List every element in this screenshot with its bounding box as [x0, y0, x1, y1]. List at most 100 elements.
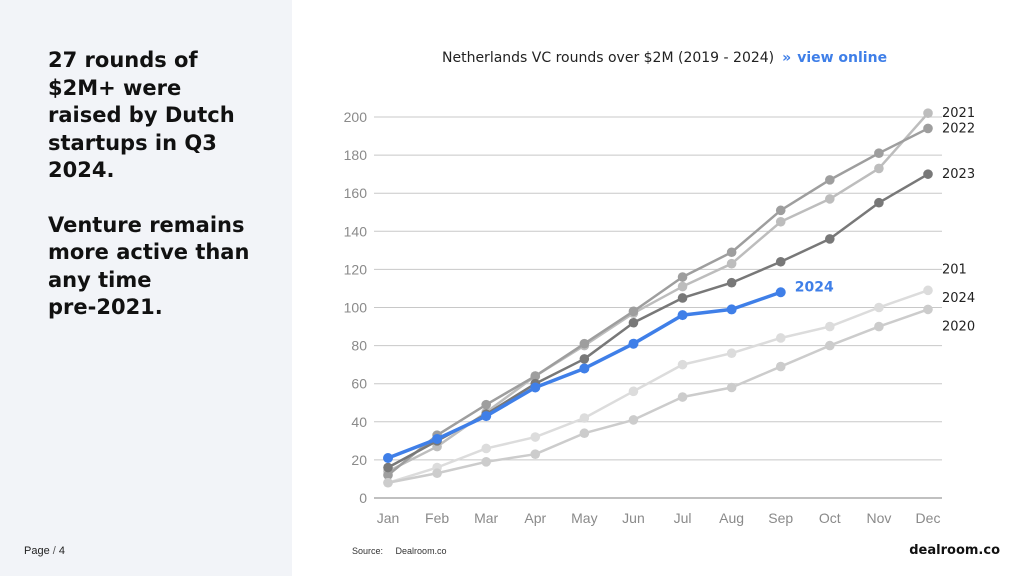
y-tick-label: 140	[344, 223, 368, 239]
data-point	[923, 123, 933, 134]
data-point	[677, 310, 688, 321]
y-tick-label: 120	[344, 261, 368, 277]
y-tick-label: 180	[344, 147, 368, 163]
data-point	[432, 468, 442, 479]
x-tick-label: Mar	[474, 510, 498, 526]
series-end-label: 2021	[942, 106, 975, 121]
headline-line: 27 rounds of	[48, 48, 198, 72]
x-tick-label: Jul	[674, 510, 692, 526]
data-point	[579, 363, 590, 374]
headline-line: Venture remains	[48, 212, 245, 237]
data-point	[628, 306, 639, 317]
data-point	[579, 338, 590, 349]
y-tick-label: 80	[351, 338, 367, 354]
data-point	[825, 175, 835, 185]
data-point	[383, 462, 393, 473]
series-2022	[383, 123, 933, 480]
series-end-label: 2023	[942, 167, 975, 182]
x-tick-label: Apr	[524, 510, 546, 526]
x-tick-label: Feb	[425, 510, 449, 526]
series-line	[386, 127, 930, 477]
data-point	[726, 348, 737, 359]
data-point	[383, 470, 393, 480]
x-tick-label: May	[571, 510, 597, 526]
headline-line: $2M+ were	[48, 75, 182, 100]
series-2024: 2024	[383, 279, 834, 463]
data-point	[874, 148, 884, 158]
data-point	[628, 317, 639, 328]
chart-title: Netherlands VC rounds over $2M (2019 - 2…	[442, 50, 887, 66]
data-point	[530, 371, 541, 381]
headline: 27 rounds of $2M+ were raised by Dutch s…	[48, 47, 280, 322]
page-separator: /	[52, 545, 56, 557]
x-tick-label: Oct	[819, 510, 841, 526]
data-point	[726, 258, 737, 269]
x-tick-label: Jan	[377, 510, 400, 526]
data-point	[775, 256, 786, 267]
series-label-2024: 2024	[795, 279, 834, 295]
data-point	[579, 428, 590, 439]
data-point	[628, 338, 639, 349]
data-point	[677, 272, 688, 282]
data-point	[481, 399, 491, 410]
data-point	[923, 304, 933, 315]
data-point	[874, 321, 884, 332]
data-point	[579, 354, 590, 364]
y-tick-label: 60	[351, 376, 367, 392]
y-tick-label: 20	[351, 452, 367, 468]
series-end-label: 2020	[942, 320, 975, 335]
data-point	[874, 197, 884, 208]
data-point	[726, 382, 737, 393]
data-point	[530, 382, 541, 393]
y-tick-label: 160	[344, 185, 368, 201]
headline-line: more active than	[48, 240, 250, 264]
data-point	[825, 194, 835, 204]
x-tick-label: Jun	[622, 510, 645, 526]
data-point	[775, 361, 786, 372]
series-2019	[383, 285, 933, 488]
data-point	[825, 340, 835, 351]
data-point	[923, 285, 933, 296]
data-point	[923, 169, 933, 179]
source-note: Source: Dealroom.co	[352, 546, 447, 556]
data-point	[677, 359, 688, 370]
headline-line: startups in Q3	[48, 130, 217, 155]
left-panel: 27 rounds of $2M+ were raised by Dutch s…	[0, 0, 292, 576]
x-tick-label: Sep	[768, 510, 793, 526]
y-tick-label: 100	[344, 300, 368, 316]
source-value: Dealroom.co	[395, 546, 447, 556]
chevron-right-icon: »	[782, 50, 792, 66]
series-end-label: 201	[942, 262, 967, 277]
data-point	[628, 415, 639, 425]
series-2020	[383, 304, 933, 488]
brand-logo: dealroom.co	[909, 543, 1000, 558]
data-point	[874, 302, 884, 313]
data-point	[726, 247, 737, 258]
series-2021	[383, 108, 933, 477]
data-point	[923, 108, 933, 118]
page-number: Page / 4	[24, 545, 65, 557]
data-point	[481, 457, 491, 467]
data-point	[481, 411, 492, 422]
data-point	[677, 392, 688, 402]
data-point	[775, 205, 786, 216]
headline-line: pre-2021.	[48, 295, 163, 319]
data-point	[874, 163, 884, 174]
data-point	[579, 413, 590, 423]
data-point	[530, 449, 541, 459]
x-tick-label: Dec	[916, 510, 941, 526]
source-label: Source:	[352, 546, 384, 556]
data-point	[825, 321, 835, 332]
data-point	[825, 234, 835, 244]
x-tick-label: Aug	[719, 510, 744, 526]
data-point	[481, 443, 491, 454]
data-point	[628, 386, 639, 397]
series-line	[386, 308, 930, 485]
data-point	[775, 287, 786, 298]
page-label: Page	[24, 545, 50, 557]
view-online-link[interactable]: view online	[797, 50, 888, 66]
headline-line: any time	[48, 267, 152, 292]
series-end-label: 2022	[942, 121, 975, 136]
x-tick-label: Nov	[866, 510, 891, 526]
